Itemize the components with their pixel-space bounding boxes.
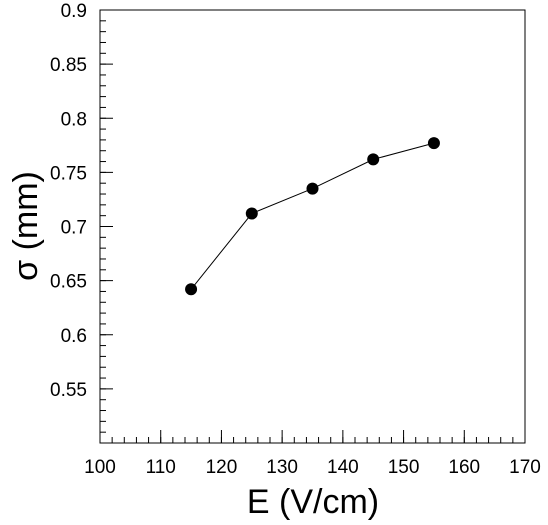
series-line <box>190 142 435 290</box>
x-tick-label: 120 <box>206 457 238 478</box>
data-point <box>245 207 258 220</box>
y-tick-label: 0.9 <box>61 1 87 22</box>
y-tick-label: 0.8 <box>61 109 87 130</box>
plot-frame <box>99 9 526 444</box>
major-ticks <box>99 9 526 443</box>
y-tick-label: 0.6 <box>61 326 87 347</box>
y-tick-label: 0.65 <box>50 272 87 293</box>
y-tick-label: 0.55 <box>50 380 87 401</box>
minor-ticks <box>99 9 526 444</box>
x-tick-label: 170 <box>509 457 541 478</box>
x-tick-label: 150 <box>388 457 420 478</box>
series-layer <box>185 137 440 296</box>
x-tick-labels: 100 110 120 130 140 150 160 170 <box>84 457 541 478</box>
y-tick-labels: 0.55 0.6 0.65 0.7 0.75 0.8 0.85 0.9 <box>50 1 87 401</box>
x-tick-label: 110 <box>146 457 176 478</box>
x-tick-label: 140 <box>327 457 359 478</box>
x-tick-label: 130 <box>266 457 298 478</box>
x-tick-label: 160 <box>448 457 480 478</box>
data-point <box>185 283 198 296</box>
y-tick-label: 0.7 <box>61 218 87 239</box>
x-tick-label: 100 <box>84 457 116 478</box>
data-point <box>427 137 440 150</box>
x-axis-title: E (V/cm) <box>247 483 379 521</box>
y-axis-title: σ (mm) <box>7 171 45 281</box>
y-tick-label: 0.85 <box>50 55 87 76</box>
y-tick-label: 0.75 <box>50 163 87 184</box>
data-point <box>306 182 319 195</box>
data-point <box>367 153 380 166</box>
